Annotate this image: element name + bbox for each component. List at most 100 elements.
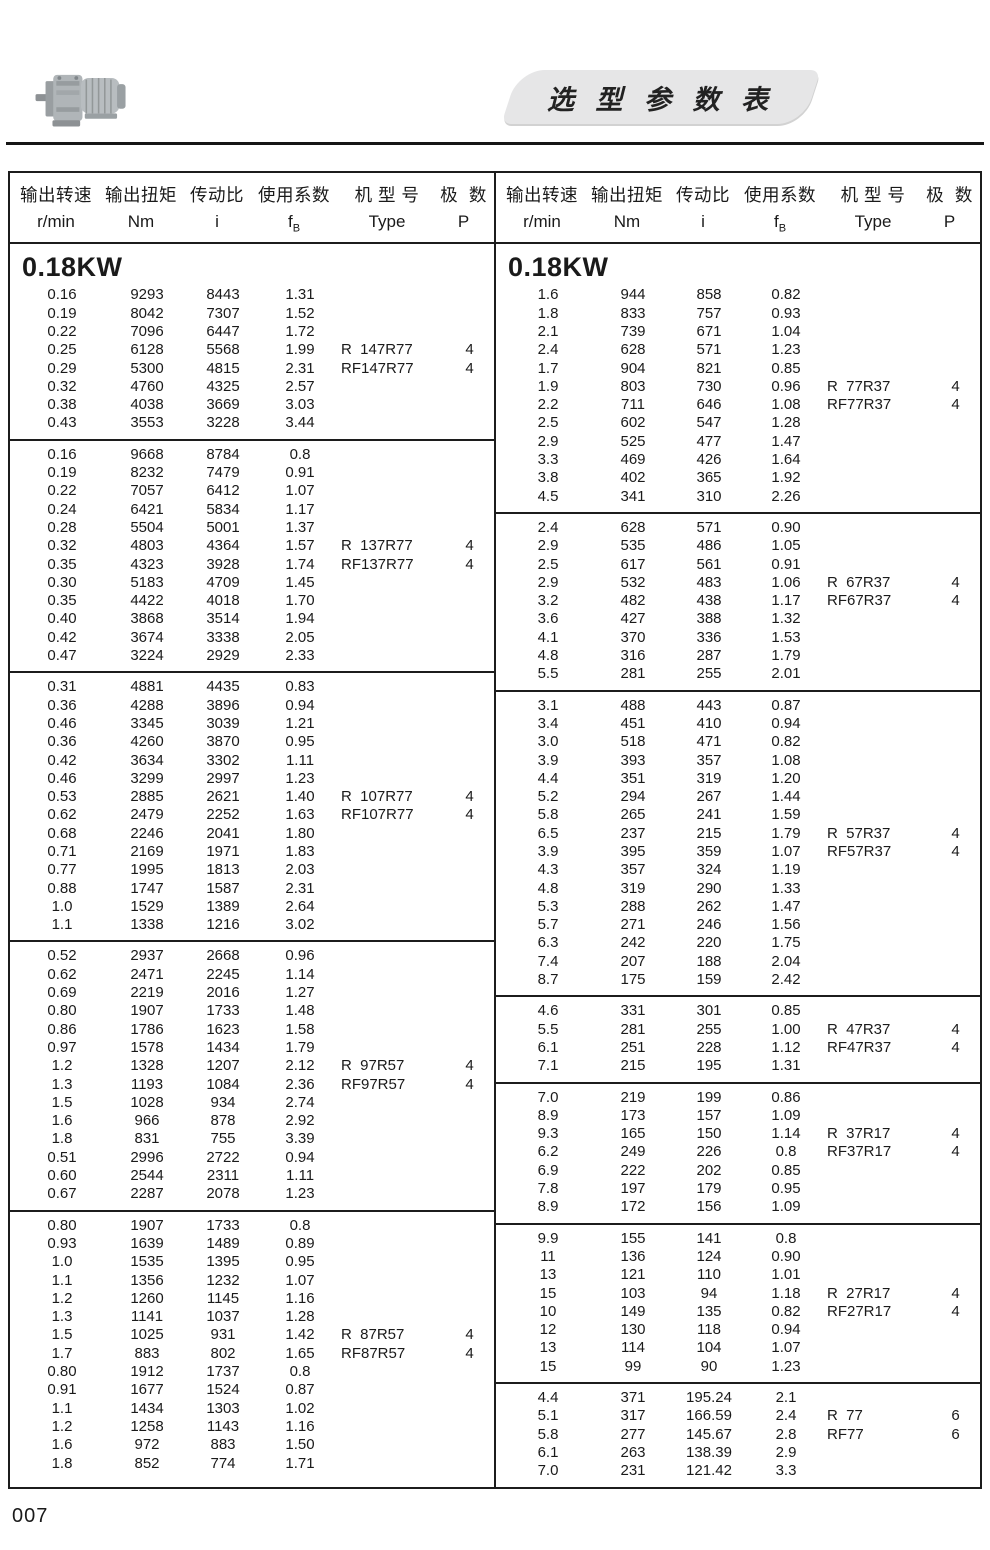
cell: 0.30 — [47, 573, 77, 591]
cell: 4 — [465, 1075, 474, 1093]
cell: 1.65 — [285, 1344, 315, 1362]
cell — [446, 519, 493, 537]
cell: 2.5 — [537, 555, 559, 573]
cell: 6.3 — [537, 934, 559, 952]
cell: 1.3 — [51, 1075, 73, 1093]
cell: 966 — [134, 1112, 160, 1130]
cell — [446, 1418, 493, 1436]
cell: 287 — [696, 647, 722, 665]
cell: 571 — [696, 518, 722, 536]
cell — [340, 574, 446, 592]
cell — [932, 1089, 979, 1107]
cell — [826, 1248, 932, 1266]
cell: 1.17 — [285, 500, 315, 518]
cell: 0.8 — [289, 445, 311, 463]
cell: 1587 — [206, 879, 240, 897]
cell: 2929 — [206, 647, 240, 665]
cell — [446, 678, 493, 696]
cell: RF147R77 — [341, 359, 414, 377]
cell: 271 — [620, 916, 646, 934]
cell: 1.16 — [285, 1289, 315, 1307]
table-row: 1.6 972 883 1.50 — [10, 1436, 494, 1454]
row-group: 0.18KW 1.6 944 858 0.82 1.8 833 757 0.93 2.1 739 67… — [496, 244, 980, 514]
cell: 149 — [620, 1302, 646, 1320]
cell — [826, 1321, 932, 1339]
cell — [826, 286, 932, 304]
cell: 483 — [696, 573, 722, 591]
cell: 2219 — [130, 984, 164, 1002]
cell: 357 — [620, 861, 646, 879]
cell: 13 — [539, 1266, 557, 1284]
table-row: 0.40 3868 3514 1.94 — [10, 610, 494, 628]
table-row: 3.2 482 438 1.17 RF67R37 4 — [496, 592, 980, 610]
column-unit: fB — [773, 212, 787, 235]
table-row: 0.19 8042 7307 1.52 — [10, 305, 494, 323]
cell: 370 — [620, 628, 646, 646]
cell: 944 — [620, 286, 646, 304]
table-row: 6.5 237 215 1.79 R 57R37 4 — [496, 825, 980, 843]
cell: 226 — [696, 1143, 722, 1161]
cell — [826, 1107, 932, 1125]
cell: 249 — [620, 1143, 646, 1161]
column-title: 输出扭矩 — [591, 185, 663, 205]
cell: 0.86 — [47, 1020, 77, 1038]
cell: 4 — [951, 573, 960, 591]
table-row: 0.25 6128 5568 1.99 R 147R77 4 — [10, 341, 494, 359]
cell: 1529 — [130, 897, 164, 915]
cell: 0.29 — [47, 359, 77, 377]
table-row: 4.8 316 287 1.79 — [496, 647, 980, 665]
cell: 222 — [620, 1161, 646, 1179]
cell: 427 — [620, 610, 646, 628]
cell — [340, 1455, 446, 1473]
table-row: 2.4 628 571 1.23 — [496, 341, 980, 359]
cell: 3.0 — [537, 733, 559, 751]
cell: 0.83 — [285, 678, 315, 696]
cell: 518 — [620, 733, 646, 751]
cell: 10 — [539, 1302, 557, 1320]
row-group: 4.6 331 301 0.85 5.5 281 255 1.00 R 47R37 4 6.1 251… — [496, 997, 980, 1084]
cell: 1.20 — [771, 769, 801, 787]
cell: 0.91 — [771, 555, 801, 573]
cell — [340, 1363, 446, 1381]
table-row: 0.62 2471 2245 1.14 — [10, 966, 494, 984]
cell: 2885 — [130, 788, 164, 806]
cell: 7.1 — [537, 1057, 559, 1075]
cell: 2997 — [206, 769, 240, 787]
cell: 1.04 — [771, 322, 801, 340]
cell: 0.90 — [771, 1247, 801, 1265]
cell: 4.5 — [537, 487, 559, 505]
cell: 2.31 — [285, 879, 315, 897]
cell — [826, 323, 932, 341]
cell: 1677 — [130, 1381, 164, 1399]
cell: 12 — [539, 1321, 557, 1339]
table-row: 1.6 944 858 0.82 — [496, 286, 980, 304]
cell — [446, 1235, 493, 1253]
cell: 6421 — [130, 500, 164, 518]
cell: 477 — [696, 432, 722, 450]
table-row: 1.7 883 802 1.65 RF87R57 4 — [10, 1345, 494, 1363]
cell — [932, 433, 979, 451]
cell: 5.2 — [537, 788, 559, 806]
table-row: 0.71 2169 1971 1.83 — [10, 843, 494, 861]
cell: 4 — [465, 359, 474, 377]
cell — [932, 1107, 979, 1125]
cell: 2.9 — [537, 537, 559, 555]
table-row: 15 103 94 1.18 R 27R17 4 — [496, 1285, 980, 1303]
cell: 532 — [620, 573, 646, 591]
cell: 2.9 — [537, 432, 559, 450]
cell: 202 — [696, 1161, 722, 1179]
cell: 2.03 — [285, 861, 315, 879]
cell: 1.16 — [285, 1417, 315, 1435]
cell — [932, 647, 979, 665]
column-title: 传动比 — [190, 185, 244, 205]
cell: 1912 — [130, 1363, 164, 1381]
cell: 310 — [696, 487, 722, 505]
table-row: 1.3 1193 1084 2.36 RF97R57 4 — [10, 1076, 494, 1094]
cell — [826, 953, 932, 971]
cell: 1.23 — [285, 769, 315, 787]
cell: 207 — [620, 952, 646, 970]
cell — [932, 1339, 979, 1357]
cell: 4435 — [206, 678, 240, 696]
cell: 0.90 — [771, 518, 801, 536]
row-group: 2.4 628 571 0.90 2.9 535 486 1.05 2.5 617 561 0.91 2… — [496, 514, 980, 692]
